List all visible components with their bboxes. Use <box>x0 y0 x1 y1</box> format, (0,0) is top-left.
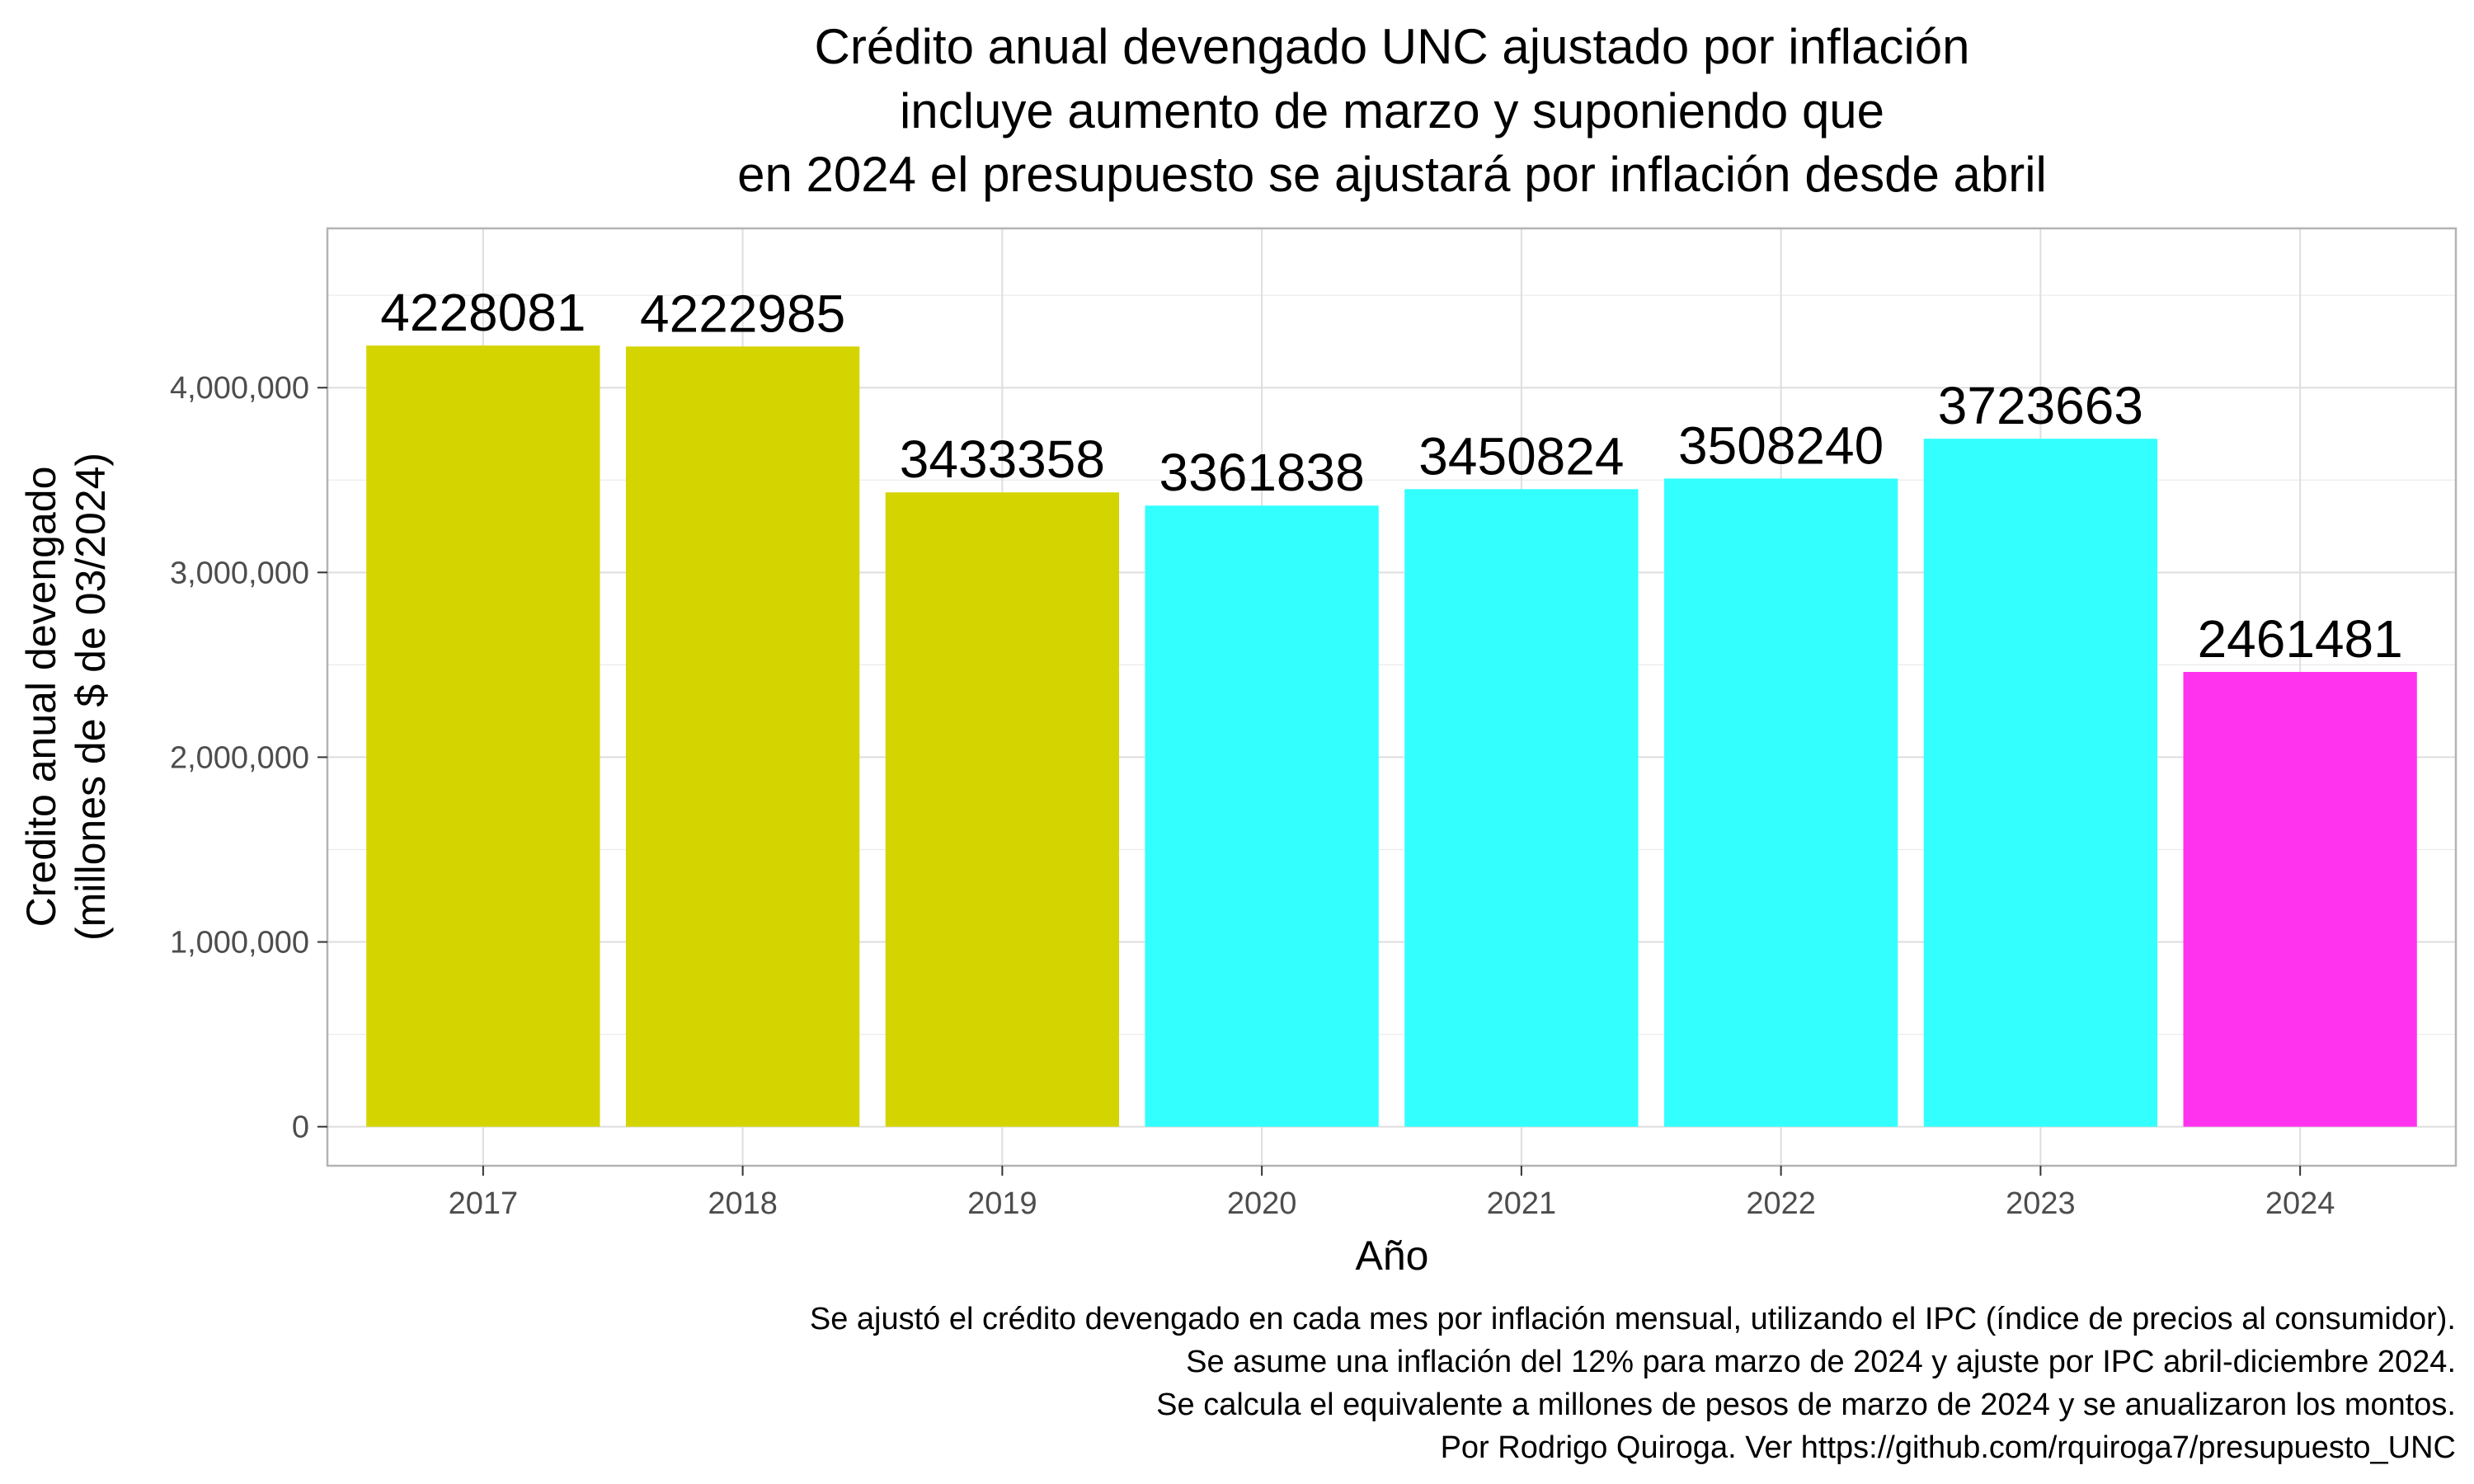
caption-line-1: Se ajustó el crédito devengado en cada m… <box>810 1302 2456 1336</box>
x-axis-title: Año <box>1356 1233 1429 1279</box>
chart-caption: Se ajustó el crédito devengado en cada m… <box>810 1302 2456 1465</box>
y-axis-title-line-2: (millones de $ de 03/2024) <box>68 453 114 941</box>
y-tick-label: 3,000,000 <box>170 556 309 590</box>
bar-2017 <box>366 345 600 1127</box>
y-tick-label: 1,000,000 <box>170 926 309 960</box>
bar-value-label-2024: 2461481 <box>2198 609 2403 669</box>
y-tick-label: 2,000,000 <box>170 740 309 775</box>
y-axis-title: Credito anual devengado (millones de $ d… <box>18 453 114 941</box>
x-tick-label-2019: 2019 <box>967 1186 1037 1221</box>
x-tick-label-2022: 2022 <box>1746 1186 1816 1221</box>
bar-2023 <box>1923 439 2158 1127</box>
chart-title: Crédito anual devengado UNC ajustado por… <box>737 19 2047 202</box>
title-line-1: Crédito anual devengado UNC ajustado por… <box>815 19 1970 74</box>
bar-2020 <box>1145 505 1379 1127</box>
bar-value-label-2022: 3508240 <box>1678 416 1884 475</box>
bar-value-label-2018: 4222985 <box>640 284 845 343</box>
plot-border <box>326 227 2458 1167</box>
x-tick-label-2023: 2023 <box>2006 1186 2076 1221</box>
y-axis-ticks: 0 1,000,000 2,000,000 3,000,000 4,000,000 <box>170 371 327 1145</box>
bar-value-label-2023: 3723663 <box>1938 376 2143 435</box>
caption-line-2: Se asume una inflación del 12% para marz… <box>1186 1345 2456 1379</box>
y-tick-label: 4,000,000 <box>170 371 309 406</box>
bar-2018 <box>625 346 860 1127</box>
bar-2019 <box>885 492 1120 1127</box>
x-axis-ticks: 2017 2018 2019 2020 2021 2022 2023 2024 <box>449 1166 2335 1221</box>
title-line-3: en 2024 el presupuesto se ajustará por i… <box>737 147 2047 202</box>
bar-2022 <box>1663 478 1898 1127</box>
bar-value-label-2020: 3361838 <box>1159 443 1365 502</box>
bar-2024 <box>2183 672 2417 1127</box>
x-tick-label-2021: 2021 <box>1487 1186 1557 1221</box>
bar-2021 <box>1404 489 1639 1127</box>
x-tick-label-2018: 2018 <box>708 1186 778 1221</box>
caption-line-4: Por Rodrigo Quiroga. Ver https://github.… <box>1441 1430 2456 1465</box>
bar-value-label-2019: 3433358 <box>900 430 1105 489</box>
title-line-2: incluye aumento de marzo y suponiendo qu… <box>900 83 1884 139</box>
caption-line-3: Se calcula el equivalente a millones de … <box>1156 1388 2456 1422</box>
plot-area: 4228081 4222985 3433358 3361838 3450824 35082… <box>326 227 2458 1167</box>
y-tick-label: 0 <box>292 1111 309 1145</box>
x-tick-label-2024: 2024 <box>2265 1186 2335 1221</box>
bars <box>366 345 2417 1127</box>
y-axis-title-line-1: Credito anual devengado <box>18 467 64 928</box>
bar-value-labels: 4228081 4222985 3433358 3361838 3450824 35082… <box>380 283 2402 669</box>
x-tick-label-2020: 2020 <box>1227 1186 1297 1221</box>
bar-value-label-2017: 4228081 <box>380 283 586 342</box>
x-tick-label-2017: 2017 <box>449 1186 519 1221</box>
bar-value-label-2021: 3450824 <box>1418 426 1624 486</box>
